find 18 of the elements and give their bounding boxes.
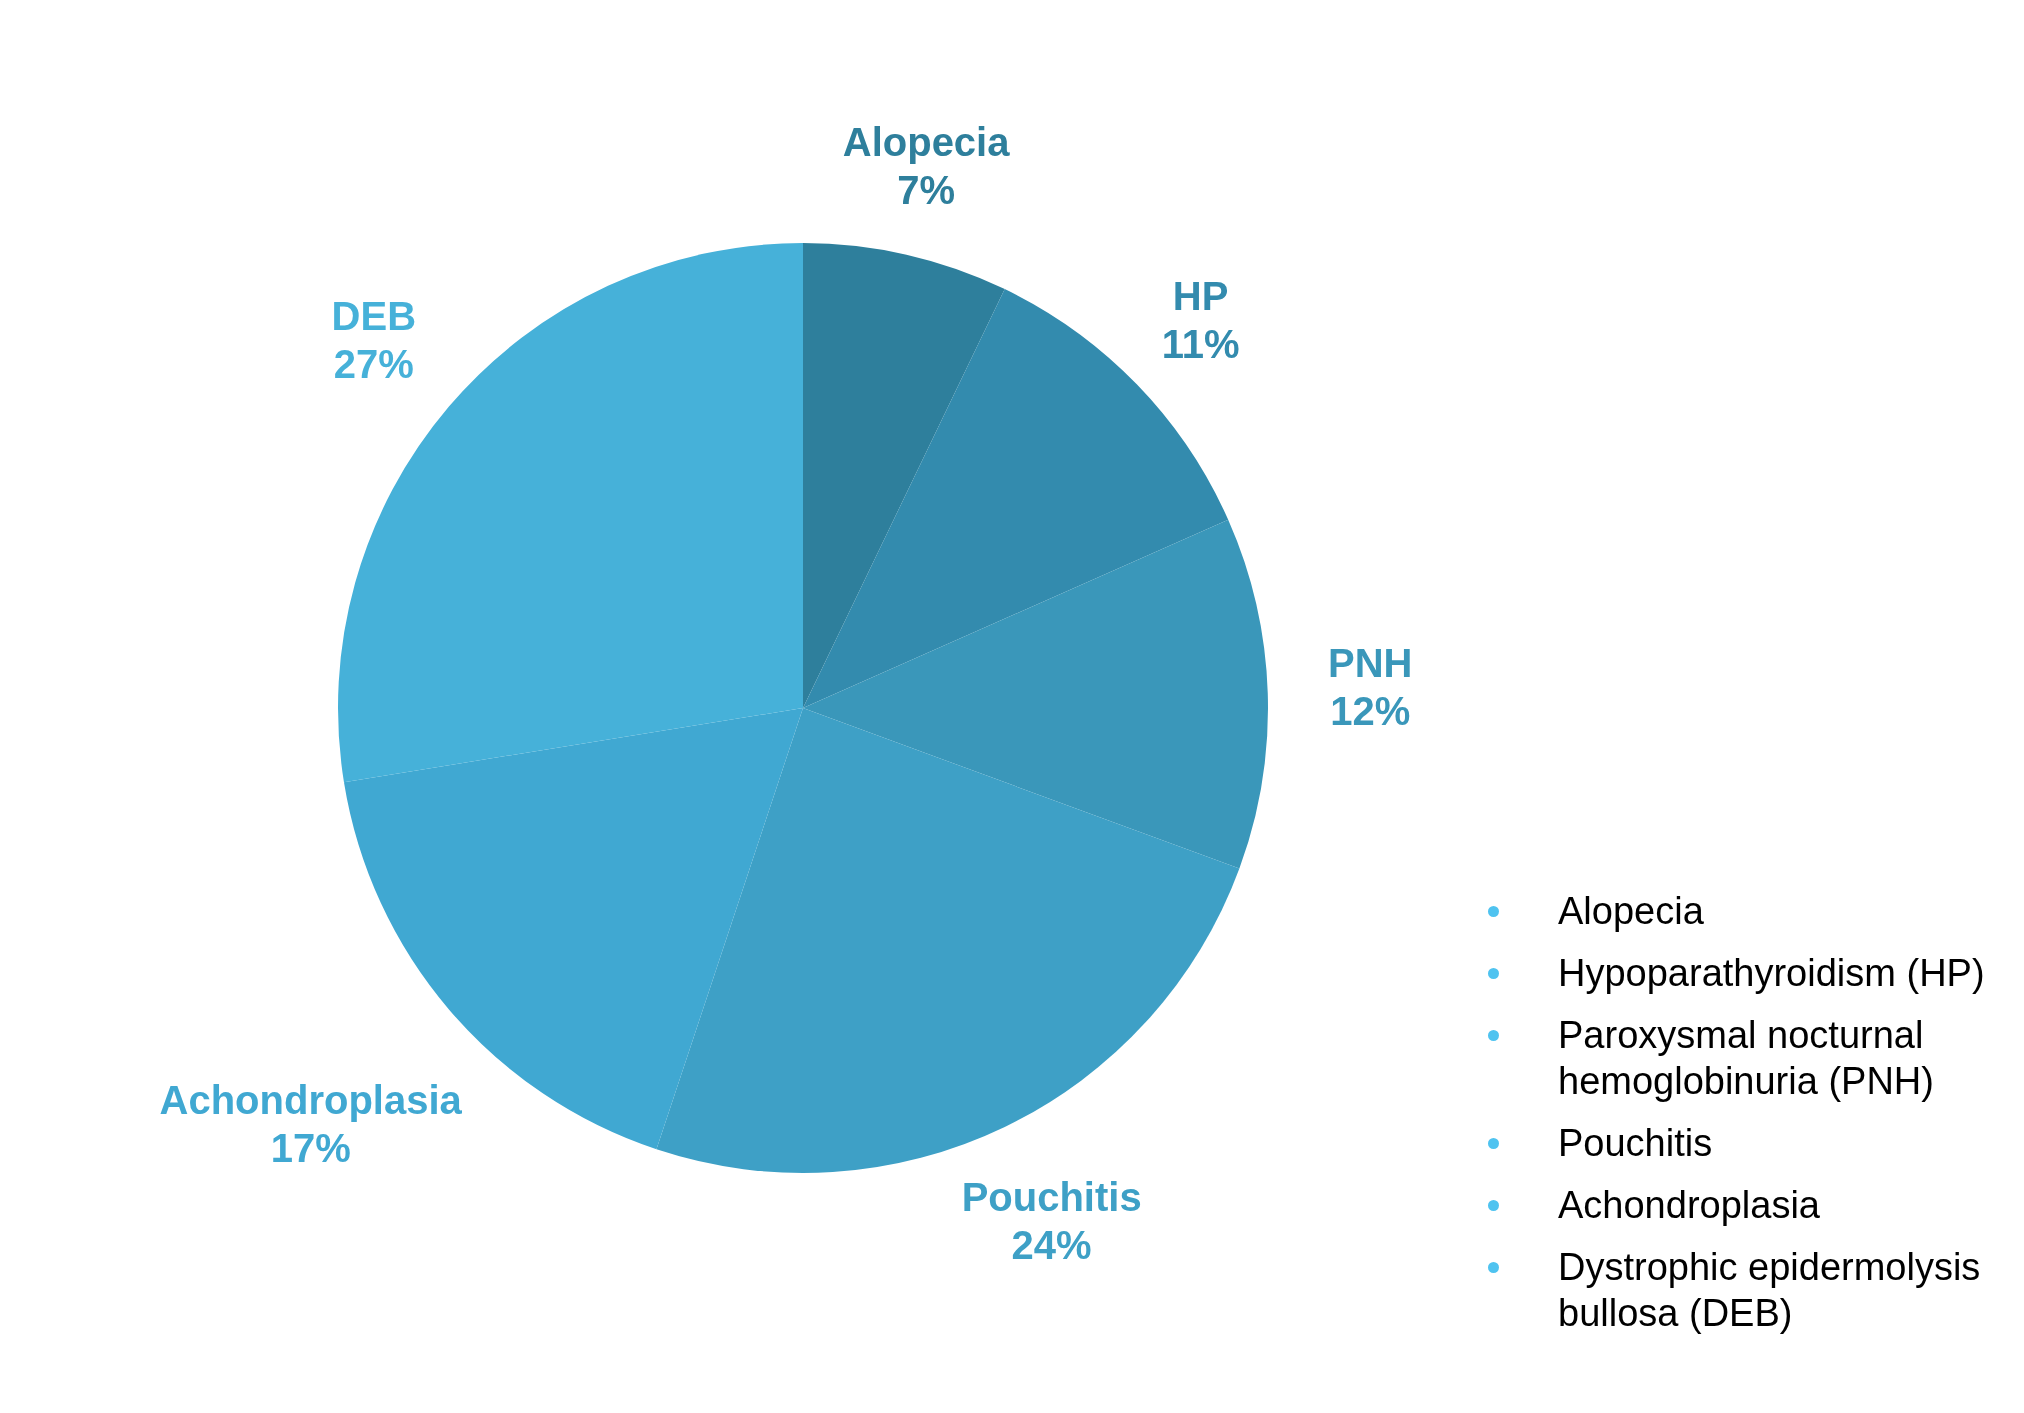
slice-label: HP <box>1172 273 1229 318</box>
text: Pouchitis <box>1558 1122 1713 1164</box>
text: Alopecia <box>1558 890 1704 932</box>
data-label: 7% <box>897 167 956 212</box>
text: Dystrophic epidermolysis bullosa (DEB) <box>1558 1246 1981 1334</box>
text: Hypoparathyroidism (HP) <box>1558 952 1985 994</box>
slice-label: Achondroplasia <box>159 1078 463 1123</box>
slice-label: DEB <box>331 293 417 338</box>
slice-label: PNH <box>1328 640 1413 685</box>
data-label: 12% <box>1330 688 1411 733</box>
data-label: 11% <box>1161 321 1240 366</box>
text: Paroxysmal nocturnal hemoglobinuria (PNH) <box>1558 1014 1934 1102</box>
text: Achondroplasia <box>1558 1184 1820 1226</box>
slice-label: Pouchitis <box>961 1175 1142 1220</box>
data-label: 24% <box>1011 1223 1092 1268</box>
data-label: 27% <box>333 341 414 386</box>
slice-label: Alopecia <box>842 119 1011 164</box>
data-label: 17% <box>270 1126 351 1171</box>
